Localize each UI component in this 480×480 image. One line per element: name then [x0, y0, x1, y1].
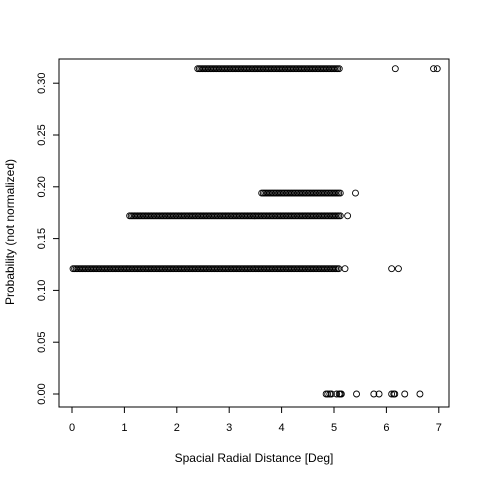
data-point	[337, 390, 345, 398]
data-point	[353, 390, 360, 398]
data-point	[341, 265, 349, 273]
x-tick-label: 0	[69, 422, 75, 434]
data-point	[401, 390, 409, 398]
x-tick-label: 4	[279, 422, 285, 434]
data-point	[327, 390, 335, 398]
x-tick-label: 1	[121, 422, 127, 434]
y-axis-label: Probability (not normalized)	[3, 159, 17, 305]
y-tick-label: 0.05	[36, 331, 48, 352]
data-point	[391, 390, 399, 398]
y-tick-label: 0.30	[36, 72, 48, 93]
plot-frame	[58, 58, 450, 408]
data-point	[335, 65, 343, 73]
data-point	[352, 189, 359, 197]
y-tick-label: 0.15	[36, 228, 48, 249]
data-point	[395, 265, 402, 273]
data-point	[433, 65, 441, 73]
data-point	[388, 265, 396, 273]
data-point	[391, 65, 399, 73]
x-tick-label: 5	[331, 422, 337, 434]
data-point	[430, 65, 438, 73]
y-axis: 0.00 0.05 0.10 0.15 0.20 0.25 0.30	[36, 72, 59, 405]
y-tick-label: 0.10	[36, 280, 48, 301]
y-tick-label: 0.25	[36, 124, 48, 145]
y-tick-label: 0.00	[36, 383, 48, 404]
data-point	[333, 390, 341, 398]
data-point	[336, 212, 344, 220]
data-point	[344, 212, 352, 220]
x-axis: 0 1 2 3 4 5 6 7	[69, 407, 442, 434]
x-tick-label: 2	[174, 422, 180, 434]
data-points	[69, 65, 441, 398]
data-point	[336, 189, 344, 197]
data-point	[416, 390, 424, 398]
x-tick-label: 6	[383, 422, 389, 434]
data-point	[375, 390, 383, 398]
y-tick-label: 0.20	[36, 176, 48, 197]
data-point	[324, 390, 332, 398]
x-tick-label: 3	[226, 422, 232, 434]
x-tick-label: 7	[436, 422, 442, 434]
data-point	[370, 390, 378, 398]
x-axis-label: Spacial Radial Distance [Deg]	[175, 451, 334, 465]
data-point	[388, 390, 396, 398]
